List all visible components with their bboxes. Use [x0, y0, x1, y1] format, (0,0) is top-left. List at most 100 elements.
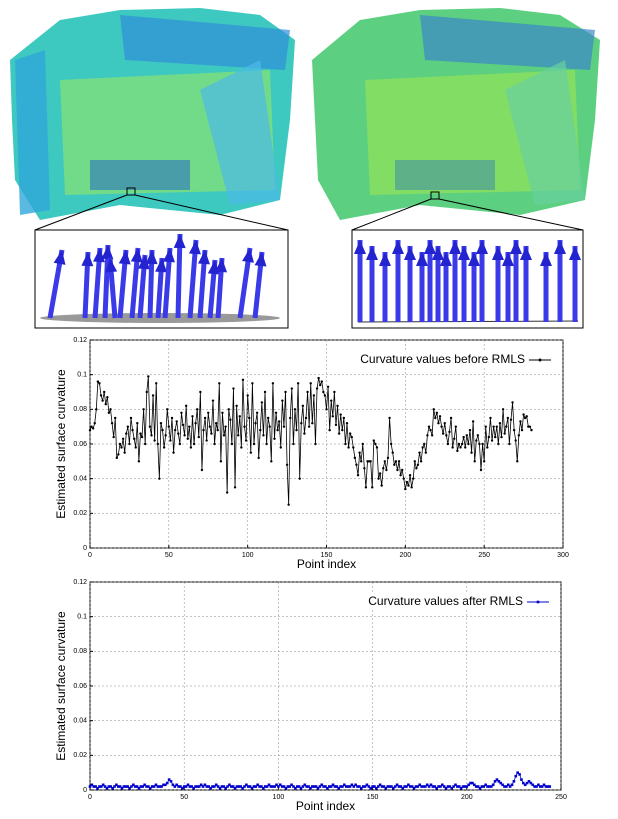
data-point: [525, 781, 529, 785]
data-point: [192, 442, 196, 446]
data-point: [262, 786, 265, 790]
data-point: [478, 786, 482, 790]
x-tick-label: 250: [478, 552, 490, 559]
data-point: [154, 783, 158, 787]
data-point: [282, 425, 286, 428]
data-point: [90, 425, 93, 428]
data-point: [369, 786, 373, 790]
data-point: [229, 418, 232, 421]
data-point: [386, 785, 389, 788]
data-point: [142, 408, 145, 411]
data-point: [484, 783, 487, 787]
data-point: [241, 378, 245, 382]
data-point: [443, 422, 446, 425]
data-point: [150, 434, 153, 437]
data-point: [162, 783, 165, 787]
data-point: [516, 460, 519, 463]
data-point: [249, 451, 253, 454]
data-point: [329, 785, 333, 788]
data-point: [427, 785, 431, 788]
data-point: [148, 786, 152, 790]
data-point: [470, 451, 473, 454]
data-point: [359, 460, 363, 463]
data-point: [495, 425, 498, 428]
data-point: [129, 416, 133, 420]
data-point: [271, 785, 275, 788]
data-point: [165, 781, 169, 785]
data-point: [476, 785, 480, 788]
data-point: [416, 463, 420, 466]
data-point: [128, 442, 131, 446]
data-point: [173, 428, 177, 432]
data-point: [99, 394, 103, 397]
data-point: [214, 422, 218, 425]
data-point: [143, 783, 146, 787]
data-point: [444, 786, 448, 790]
data-point: [93, 422, 96, 425]
data-point: [137, 786, 141, 790]
data-point: [314, 442, 317, 446]
data-point: [159, 422, 163, 425]
arrow-head: [424, 240, 436, 254]
arrow-head: [468, 252, 480, 266]
data-point: [450, 786, 454, 790]
data-point: [182, 785, 186, 788]
data-point: [307, 425, 311, 428]
data-point: [130, 785, 133, 788]
data-point: [140, 435, 144, 439]
data-point: [286, 785, 290, 788]
data-point: [345, 422, 349, 425]
data-point: [365, 783, 369, 787]
data-point: [263, 785, 267, 788]
data-point: [197, 435, 200, 439]
data-point: [430, 434, 434, 437]
legend-box: [331, 352, 556, 368]
data-point: [114, 416, 117, 420]
data-point: [510, 783, 514, 787]
data-point: [158, 477, 161, 480]
data-point: [251, 382, 254, 385]
data-point: [227, 408, 230, 411]
data-point: [456, 785, 459, 788]
data-point: [514, 774, 518, 778]
data-point: [514, 439, 517, 442]
data-point: [410, 486, 413, 489]
data-point: [150, 785, 154, 788]
data-point: [465, 785, 469, 788]
data-point: [296, 382, 300, 385]
data-point: [88, 428, 92, 432]
data-point: [126, 785, 129, 788]
data-point: [131, 428, 134, 432]
arrow-head: [458, 246, 470, 260]
data-point: [491, 783, 495, 787]
data-point: [419, 460, 423, 463]
data-point: [328, 428, 331, 432]
y-tick-label: 0.12: [73, 337, 87, 344]
data-point: [463, 785, 467, 788]
data-point: [181, 786, 184, 790]
arrow-head: [145, 250, 158, 265]
arrow-head: [101, 245, 114, 260]
data-point: [110, 422, 114, 425]
data-point: [486, 785, 489, 788]
data-point: [540, 785, 544, 788]
data-point: [252, 442, 256, 446]
data-point: [520, 428, 524, 432]
data-point: [180, 411, 183, 414]
data-point: [420, 785, 423, 788]
data-point: [133, 785, 137, 788]
data-point: [408, 474, 412, 477]
arrow-shaft: [175, 233, 183, 319]
data-point: [207, 785, 210, 788]
data-point: [290, 783, 293, 787]
arrow-head: [449, 240, 461, 254]
data-point: [528, 425, 532, 428]
data-point: [288, 785, 292, 788]
data-point: [197, 785, 201, 788]
data-point: [544, 785, 548, 788]
data-point: [503, 785, 506, 788]
data-point: [281, 399, 284, 402]
data-point: [475, 439, 478, 442]
data-point: [120, 446, 123, 449]
data-point: [189, 446, 193, 449]
